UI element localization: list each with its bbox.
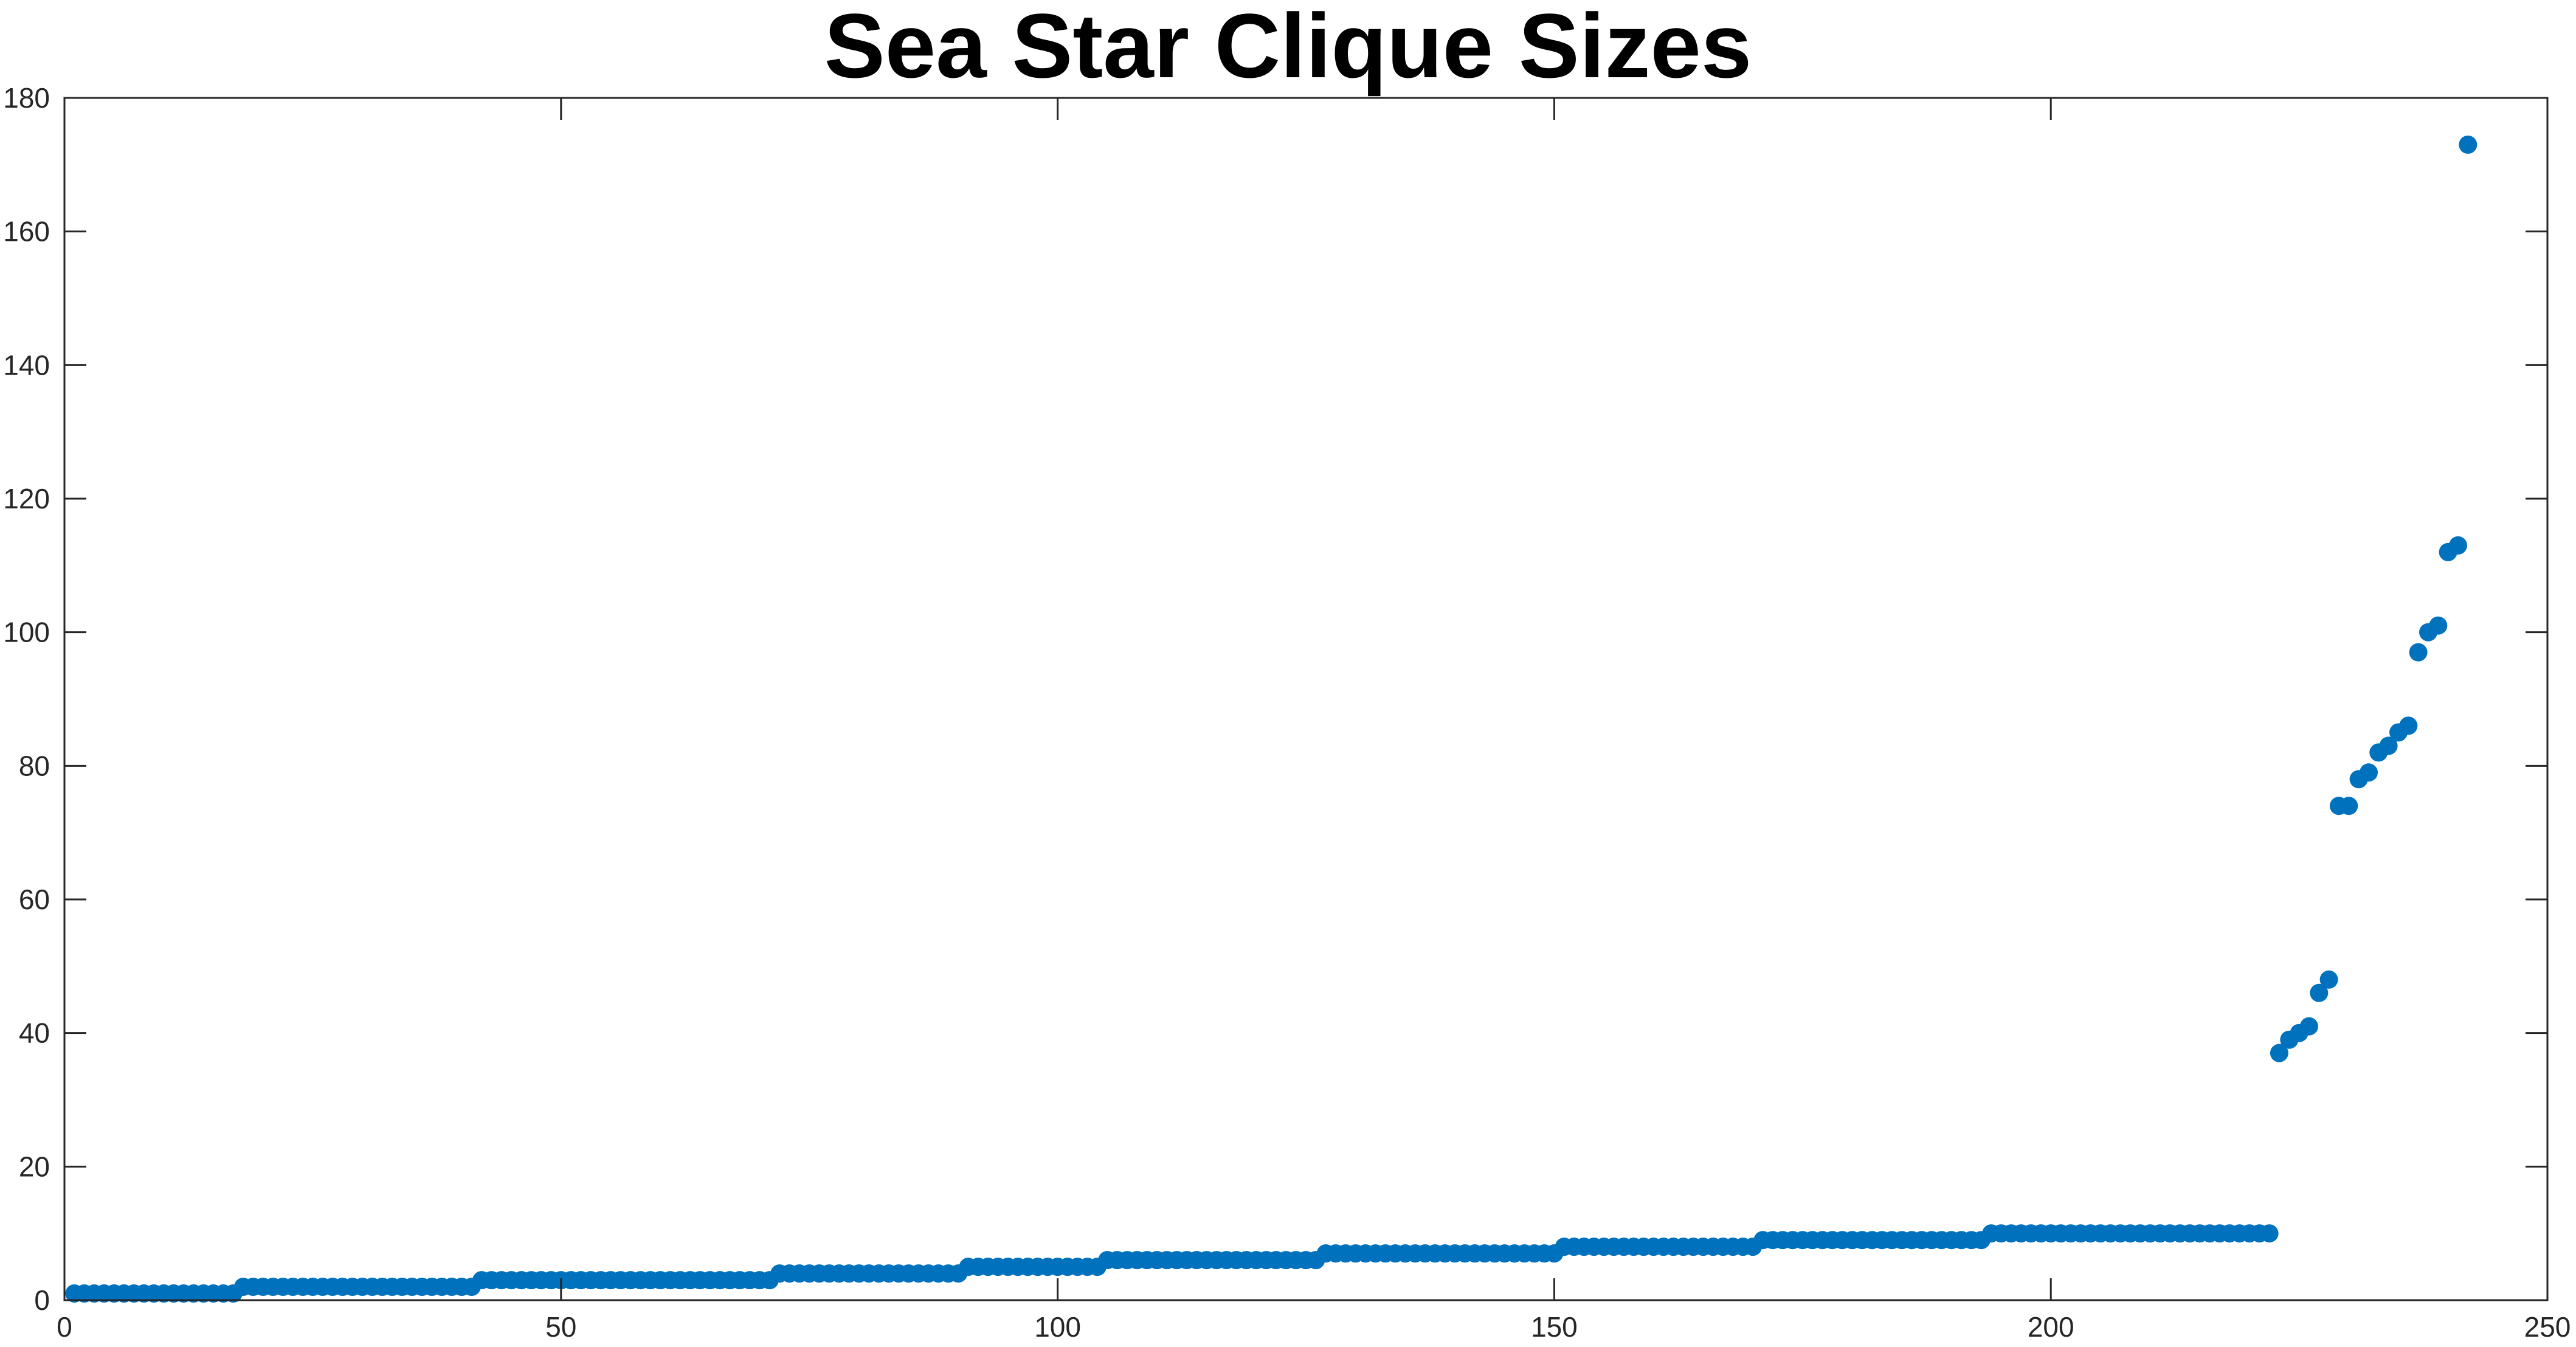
y-tick-label: 80 <box>19 750 50 781</box>
data-point <box>2449 536 2467 555</box>
data-point <box>2459 135 2478 154</box>
data-point <box>2260 1224 2279 1243</box>
plot-frame <box>63 97 2549 1301</box>
data-point <box>2379 736 2398 755</box>
y-tick-label: 60 <box>19 884 50 915</box>
x-tick-label: 0 <box>57 1311 72 1343</box>
y-axis-ticks: 0 20 40 60 80 100 120 140 160 180 <box>3 82 2547 1316</box>
y-tick-label: 180 <box>3 82 50 114</box>
y-tick-label: 140 <box>3 349 50 381</box>
data-point <box>2270 1044 2288 1062</box>
x-tick-label: 200 <box>2028 1311 2074 1343</box>
data-point <box>2339 797 2358 815</box>
x-tick-label: 150 <box>1531 1311 1578 1343</box>
y-tick-label: 40 <box>19 1017 50 1049</box>
data-point <box>2319 970 2338 989</box>
x-tick-label: 100 <box>1034 1311 1081 1343</box>
x-tick-label: 50 <box>545 1311 576 1343</box>
data-points <box>65 135 2478 1303</box>
data-point <box>2310 983 2329 1002</box>
y-tick-label: 160 <box>3 216 50 248</box>
chart-title: Sea Star Clique Sizes <box>824 0 1752 97</box>
y-tick-label: 0 <box>34 1284 50 1316</box>
data-point <box>2299 1017 2318 1036</box>
x-axis-ticks: 0 50 100 150 200 250 <box>57 98 2571 1343</box>
y-tick-label: 120 <box>3 483 50 514</box>
y-tick-label: 20 <box>19 1151 50 1182</box>
data-point <box>2429 616 2448 635</box>
axes <box>63 97 2549 1301</box>
data-point <box>2360 763 2378 782</box>
y-tick-label: 100 <box>3 617 50 648</box>
data-point <box>2399 716 2418 735</box>
x-tick-label: 250 <box>2524 1311 2571 1343</box>
data-point <box>2409 643 2428 662</box>
